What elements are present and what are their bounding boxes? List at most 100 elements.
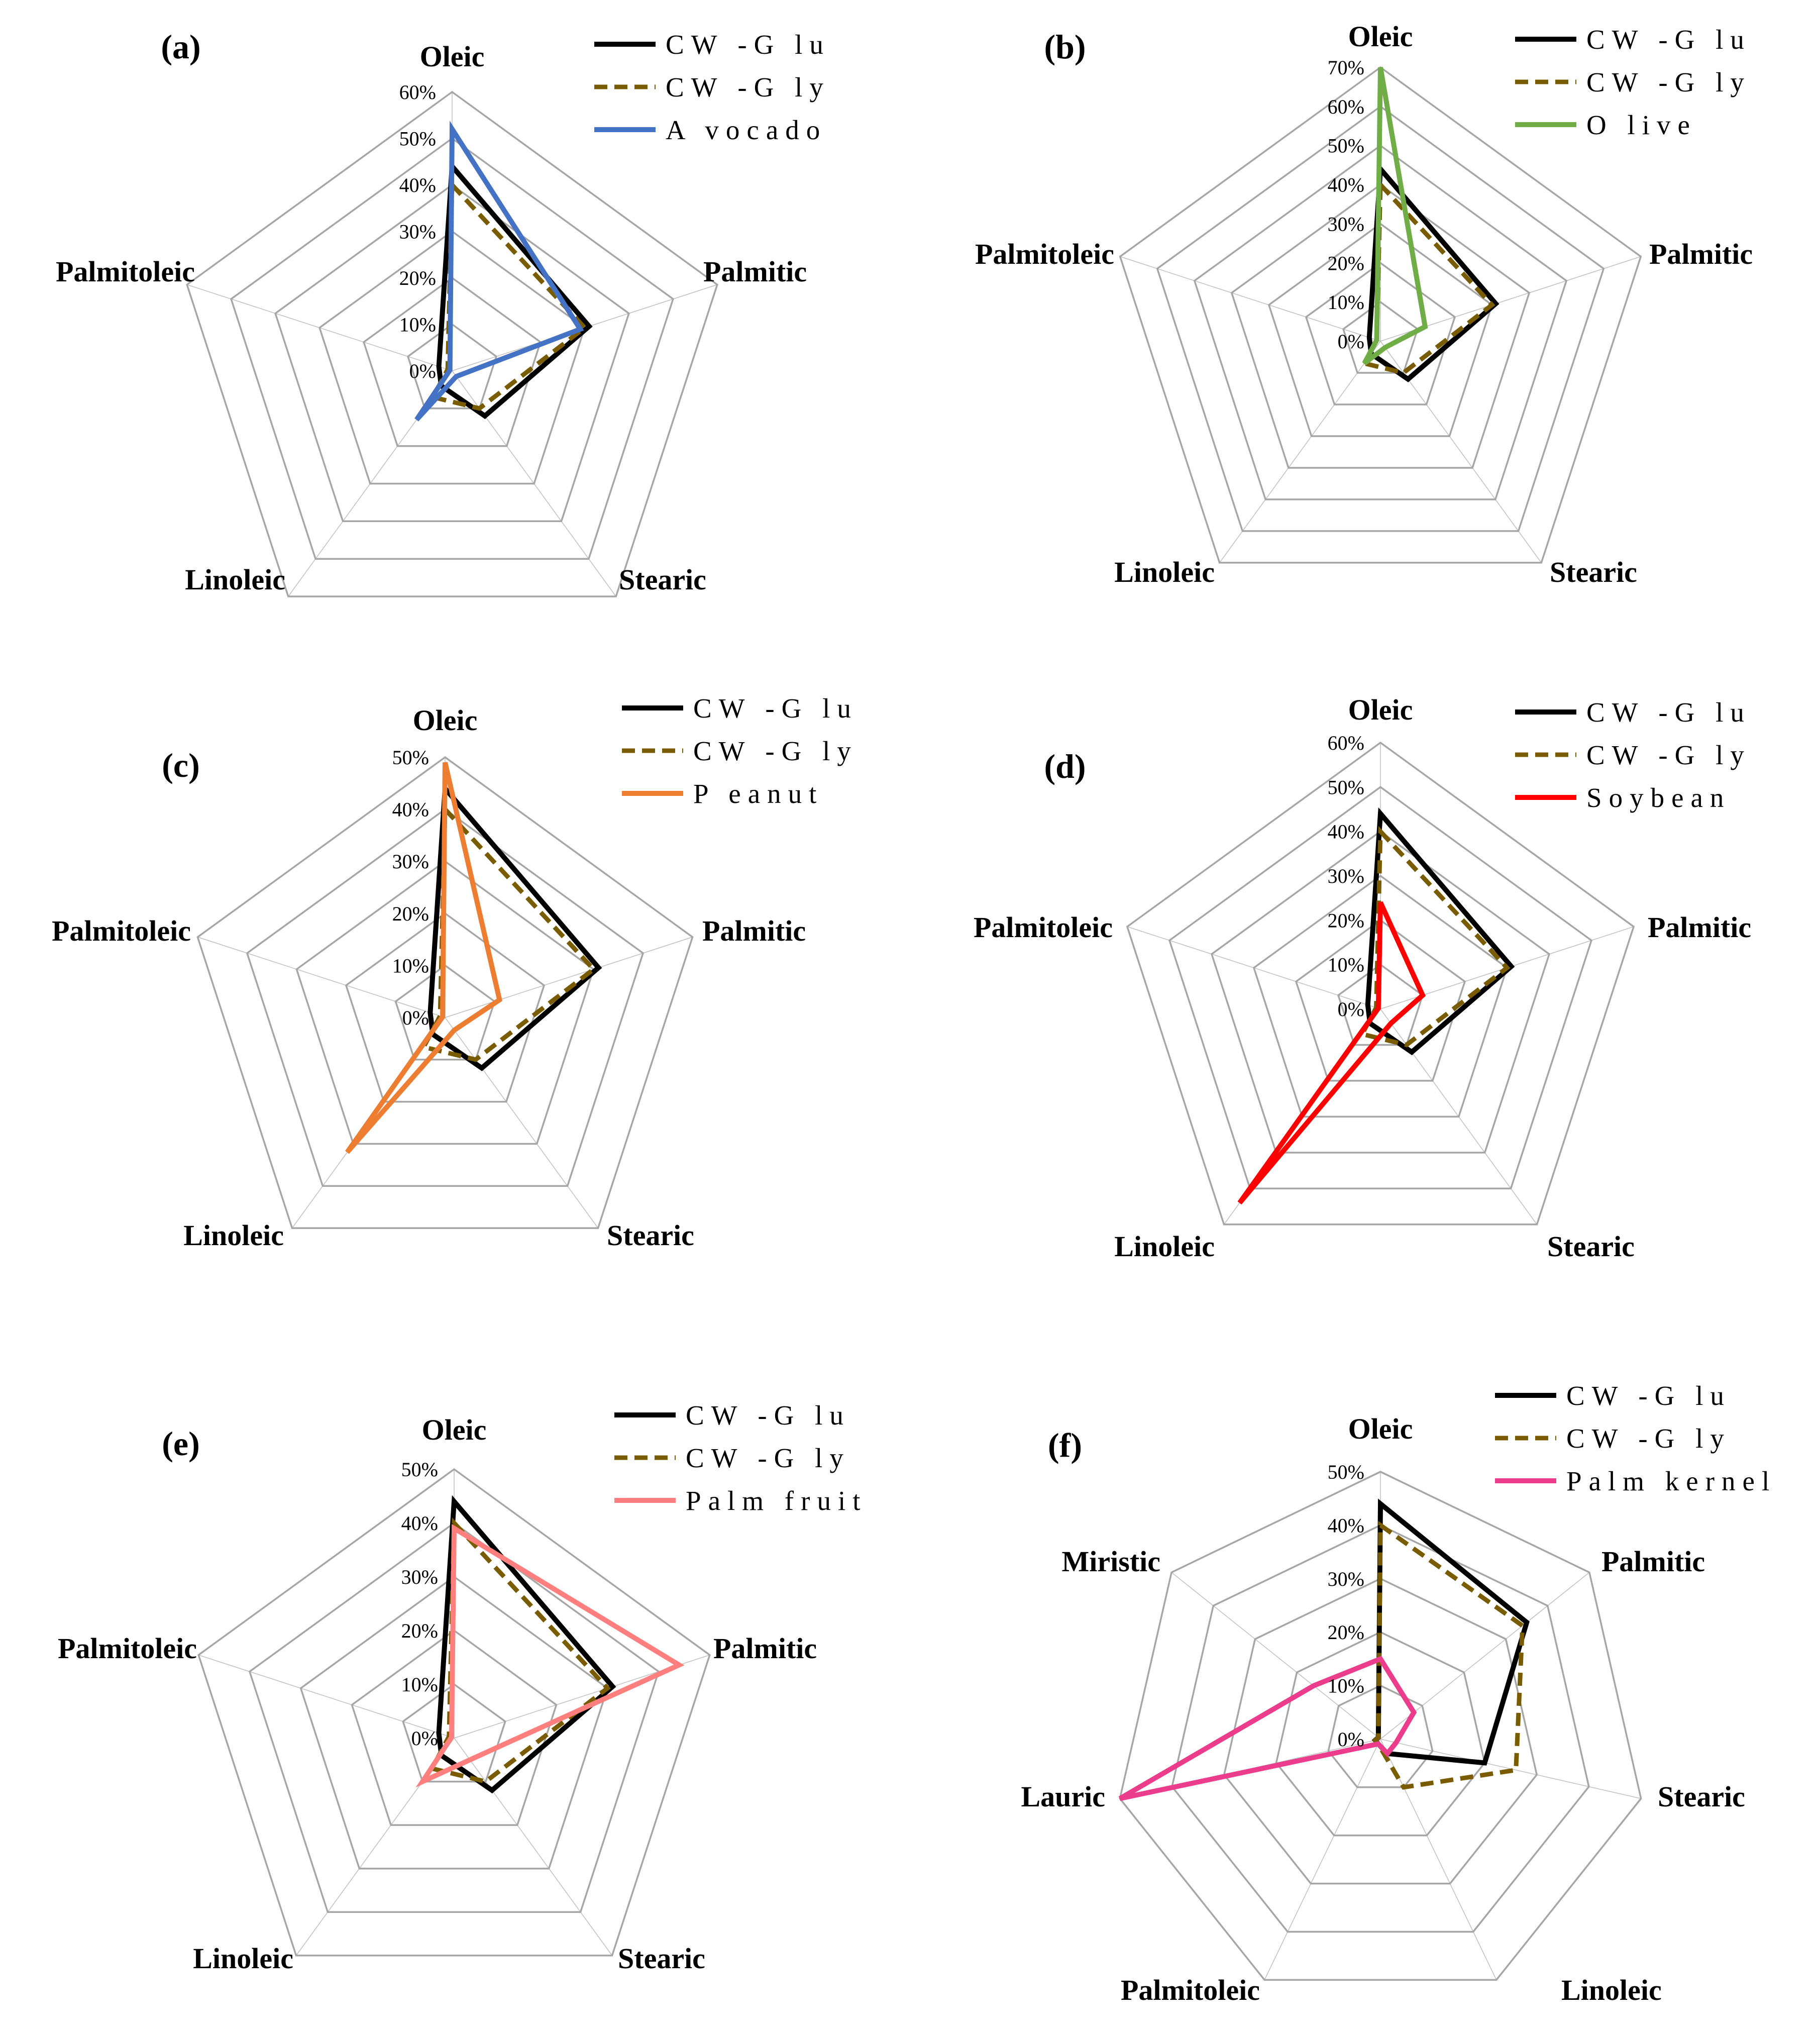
radar-spoke xyxy=(1120,256,1381,342)
radar-chart-3: 0% 10% 20% 30% 40% 50% Oleic Palmitic Stearic Lin… xyxy=(52,693,851,1252)
radar-grid-ring xyxy=(1223,1577,1538,1885)
axis-label: Stearic xyxy=(607,1219,694,1252)
radar-grid-ring xyxy=(406,323,498,410)
tick-label: 30% xyxy=(1328,1568,1364,1590)
axis-label: Miristic xyxy=(1062,1545,1160,1578)
tick-label: 20% xyxy=(399,267,436,289)
radar-grid-ring xyxy=(1156,105,1605,532)
axis-label: Stearic xyxy=(1547,1230,1635,1263)
panel-label: (f) xyxy=(1048,1426,1082,1464)
legend: CW -G lu CW -G ly O live xyxy=(1515,24,1751,140)
legend: CW -G lu CW -G ly Soybean xyxy=(1515,697,1751,813)
tick-label: 10% xyxy=(1328,954,1364,976)
legend-entry: CW -G ly xyxy=(1566,1423,1731,1454)
radar-chart-5: 0% 10% 20% 30% 40% 50% Oleic Palmitic Stearic Lin… xyxy=(58,1400,868,1975)
radar-grid-ring xyxy=(1342,300,1419,374)
tick-label: 10% xyxy=(1328,291,1364,314)
tick-label: 60% xyxy=(1328,732,1364,754)
radar-grid-ring xyxy=(1267,223,1493,437)
tick-label: 10% xyxy=(399,314,436,336)
radar-grid-ring xyxy=(1305,262,1456,405)
tick-label: 40% xyxy=(401,1512,438,1535)
radar-grid-ring xyxy=(402,1683,506,1783)
radar-grid-ring xyxy=(1210,830,1551,1154)
series-line-1 xyxy=(436,1495,616,1794)
radar-grid-ring xyxy=(299,1575,609,1870)
radar-grid-ring xyxy=(1275,1631,1486,1837)
radar-grid-ring xyxy=(186,90,718,597)
tick-label: 30% xyxy=(401,1566,438,1588)
axis-label: Palmitoleic xyxy=(974,911,1113,944)
tick-label: 70% xyxy=(1328,56,1364,79)
legend-entry: CW -G ly xyxy=(666,72,830,103)
tick-label: 40% xyxy=(1328,1514,1364,1537)
series-line-3 xyxy=(1362,67,1428,366)
legend-entry: CW -G lu xyxy=(1586,697,1751,728)
radar-grid-ring xyxy=(351,1629,558,1826)
axis-label: Palmitic xyxy=(713,1632,817,1665)
legend: CW -G lu CW -G ly Palm fruit xyxy=(614,1400,868,1516)
tick-label: 20% xyxy=(1328,1621,1364,1644)
axis-label: Linoleic xyxy=(183,1219,284,1252)
radar-grid-ring xyxy=(394,964,496,1061)
axis-label: Oleic xyxy=(422,1413,487,1446)
radar-grid-ring xyxy=(246,808,645,1187)
radar-grid-ring xyxy=(1126,741,1635,1226)
legend-entry: P eanut xyxy=(693,778,823,809)
tick-label: 0% xyxy=(1338,998,1364,1021)
legend-entry: O live xyxy=(1586,110,1697,140)
legend: CW -G lu CW -G ly A vocado xyxy=(594,29,830,145)
radar-grid-ring xyxy=(363,276,542,447)
radar-grid-ring xyxy=(1193,144,1568,500)
radar-spoke xyxy=(454,1738,613,1956)
radar-grid-ring xyxy=(274,183,630,523)
axis-label: Palmitoleic xyxy=(52,915,191,947)
axis-label: Stearic xyxy=(1658,1780,1745,1813)
axis-label: Stearic xyxy=(618,1942,705,1975)
panel-label: (b) xyxy=(1044,28,1086,66)
radar-grid-ring xyxy=(1230,183,1531,469)
panel-label: (c) xyxy=(162,746,199,784)
radar-chart-6: 0% 10% 20% 30% 40% 50% Oleic Palmitic Stearic Lin… xyxy=(1021,1380,1776,2006)
radar-grid-ring xyxy=(196,756,694,1229)
panel-label: (e) xyxy=(162,1425,199,1463)
series-line-3 xyxy=(345,762,503,1154)
series-line-1 xyxy=(1371,1498,1530,1766)
legend: CW -G lu CW -G ly P eanut xyxy=(622,693,851,809)
tick-label: 0% xyxy=(402,1006,429,1029)
tick-label: 30% xyxy=(1328,213,1364,235)
legend-entry: Palm kernel xyxy=(1566,1466,1776,1496)
axis-label: Palmitic xyxy=(703,255,807,288)
radar-grid-ring xyxy=(1337,963,1424,1046)
radar-grid-ring xyxy=(318,230,586,485)
tick-label: 50% xyxy=(1328,1461,1364,1483)
legend-entry: CW -G ly xyxy=(1586,67,1751,97)
axis-label: Palmitic xyxy=(1601,1545,1705,1578)
radar-grid-ring xyxy=(1252,874,1509,1118)
radar-spoke xyxy=(1219,341,1381,563)
series-line-1 xyxy=(1365,807,1515,1056)
axis-label: Oleic xyxy=(1348,693,1413,726)
tick-label: 50% xyxy=(1328,776,1364,798)
radar-spoke xyxy=(197,937,446,1018)
axis-label: Palmitic xyxy=(702,915,806,947)
series-line-3 xyxy=(1118,1656,1417,1801)
axis-label: Palmitoleic xyxy=(58,1632,197,1665)
series-line-3 xyxy=(415,1524,685,1788)
radar-spoke xyxy=(445,937,693,1018)
tick-label: 30% xyxy=(399,221,436,243)
legend-entry: CW -G lu xyxy=(1566,1380,1731,1411)
axis-label: Linoleic xyxy=(1561,1974,1662,2006)
axis-label: Palmitoleic xyxy=(1121,1974,1260,2006)
legend-entry: CW -G lu xyxy=(666,29,830,60)
tick-label: 0% xyxy=(1338,330,1364,353)
axis-label: Oleic xyxy=(420,40,485,73)
tick-label: 0% xyxy=(409,360,436,382)
legend-entry: Palm fruit xyxy=(686,1485,868,1516)
radar-grid-ring xyxy=(1295,919,1466,1082)
tick-label: 50% xyxy=(1328,135,1364,157)
legend-entry: CW -G ly xyxy=(686,1443,850,1473)
radar-chart-4: 0% 10% 20% 30% 40% 50% 60% Oleic Palmitic Stearic… xyxy=(974,693,1751,1263)
axis-label: Linoleic xyxy=(1114,1230,1215,1263)
